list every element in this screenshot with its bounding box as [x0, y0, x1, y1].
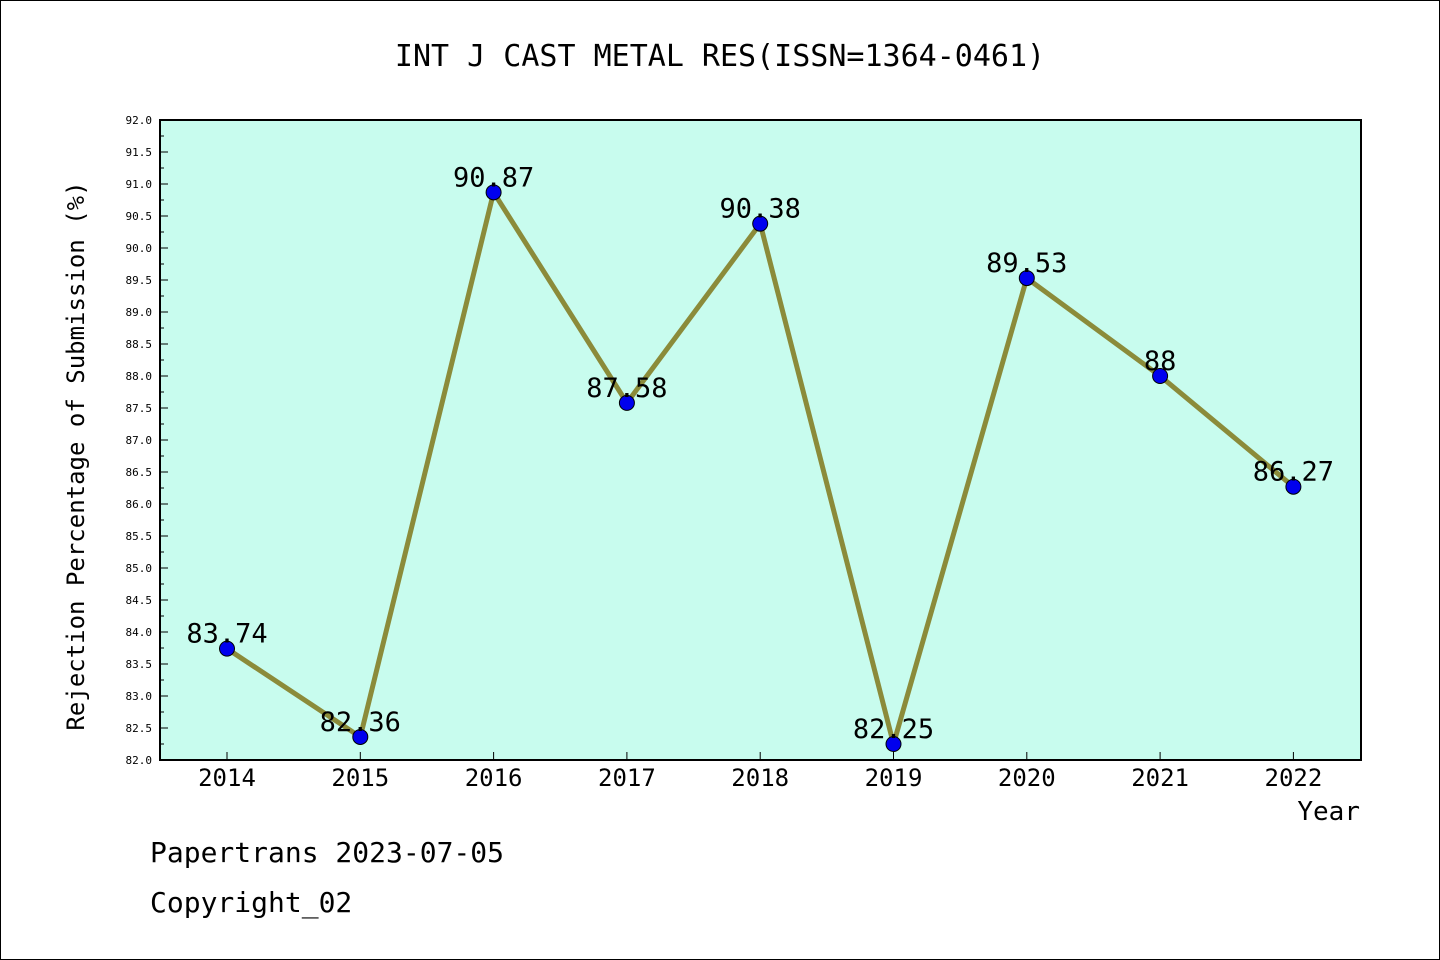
x-tick-label: 2019 [865, 764, 923, 792]
x-tick-label: 2021 [1131, 764, 1189, 792]
series-points [219, 184, 1302, 752]
y-tick-label: 84.0 [126, 626, 153, 639]
data-label: 87.58 [586, 373, 667, 404]
x-tick-label: 2017 [598, 764, 656, 792]
y-tick-label: 88.0 [126, 370, 153, 383]
y-tick-label: 90.0 [126, 242, 153, 255]
data-point [1018, 270, 1035, 287]
data-label: 90.38 [720, 194, 801, 225]
data-point [752, 215, 769, 232]
y-tick-label: 88.5 [126, 338, 153, 351]
y-tick-label: 83.0 [126, 690, 153, 703]
x-tick-label: 2022 [1265, 764, 1323, 792]
data-point [1285, 478, 1302, 495]
y-tick-label: 87.5 [126, 402, 153, 415]
y-tick-label: 91.5 [126, 146, 153, 159]
y-tick-label: 89.5 [126, 274, 153, 287]
y-tick-label: 92.0 [126, 114, 153, 127]
footer-date: Papertrans 2023-07-05 [150, 836, 505, 869]
x-tick-label: 2020 [998, 764, 1056, 792]
y-tick-label: 82.5 [126, 722, 153, 735]
y-tick-label: 86.5 [126, 466, 153, 479]
x-tick-label: 2014 [198, 764, 256, 792]
x-tick-label: 2015 [331, 764, 389, 792]
y-tick-label: 83.5 [126, 658, 153, 671]
y-tick-label: 82.0 [126, 754, 153, 767]
y-tick-label: 90.5 [126, 210, 153, 223]
x-axis: 2014 2015 2016 2017 2018 2019 2020 2021 2022 [198, 752, 1322, 792]
data-point [219, 640, 235, 657]
x-axis-label: Year [1297, 797, 1360, 827]
chart-title: INT J CAST METAL RES(ISSN=1364-0461) [395, 39, 1045, 74]
y-tick-label: 91.0 [126, 178, 153, 191]
data-point [352, 728, 369, 745]
y-tick-label: 84.5 [126, 594, 153, 607]
data-label: 88 [1144, 346, 1177, 377]
y-tick-label: 89.0 [126, 306, 153, 319]
data-label: 90.87 [453, 162, 534, 193]
x-tick-label: 2016 [465, 764, 523, 792]
y-tick-label: 85.5 [126, 530, 153, 543]
data-label: 89.53 [986, 248, 1067, 279]
data-label: 82.25 [853, 714, 934, 745]
data-label: 82.36 [320, 707, 401, 738]
data-point [618, 394, 635, 411]
x-tick-label: 2018 [731, 764, 789, 792]
y-tick-label: 85.0 [126, 562, 153, 575]
y-axis-label: Rejection Percentage of Submission (%) [62, 181, 90, 730]
y-tick-label: 87.0 [126, 434, 153, 447]
data-point [885, 736, 902, 752]
y-axis: 82.0 82.5 83.0 83.5 84.0 84.5 85.0 85.5 86.0 86.5… [126, 114, 168, 767]
data-labels: 83.74 82.36 90.87 87.58 90.38 82.25 89.53 88 86.… [186, 162, 1334, 745]
data-point [1152, 368, 1169, 384]
footer-copyright: Copyright_02 [150, 886, 353, 919]
data-point [485, 184, 502, 201]
data-label: 83.74 [186, 619, 267, 650]
y-tick-label: 86.0 [126, 498, 153, 511]
data-label: 86.27 [1253, 457, 1334, 488]
